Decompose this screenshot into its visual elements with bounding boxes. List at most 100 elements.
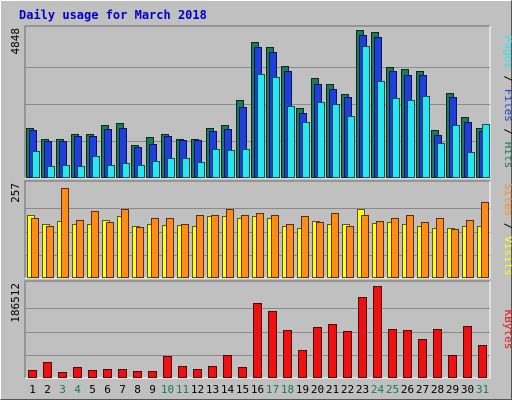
- x-tick-label-day-5: 5: [89, 383, 96, 396]
- bar-pages-day-18: [287, 106, 295, 178]
- bar-kbytes-day-22: [343, 331, 352, 378]
- bar-pages-day-5: [92, 156, 100, 178]
- x-tick-label-day-3: 3: [59, 383, 66, 396]
- bar-pages-day-29: [452, 125, 460, 178]
- bar-kbytes-day-25: [388, 329, 397, 378]
- bar-kbytes-day-6: [103, 369, 112, 378]
- x-tick-label-day-9: 9: [149, 383, 156, 396]
- x-tick-label-day-17: 17: [266, 383, 279, 396]
- bar-sites-day-9: [151, 218, 159, 278]
- bar-sites-day-1: [31, 218, 39, 278]
- x-tick-label-day-27: 27: [416, 383, 429, 396]
- y-max-label: 4848: [9, 28, 22, 55]
- bar-kbytes-day-13: [208, 366, 217, 378]
- x-tick-label-day-14: 14: [221, 383, 235, 396]
- bar-pages-day-25: [392, 98, 400, 178]
- bar-sites-day-14: [226, 209, 234, 278]
- x-tick-label-day-23: 23: [356, 383, 369, 396]
- x-tick-label-day-30: 30: [461, 383, 474, 396]
- bar-pages-day-11: [182, 158, 190, 178]
- x-tick-label-day-4: 4: [74, 383, 81, 396]
- bar-sites-day-19: [301, 216, 309, 278]
- bar-sites-day-23: [361, 215, 369, 278]
- x-tick-label-day-15: 15: [236, 383, 249, 396]
- bar-sites-day-15: [241, 215, 249, 278]
- bar-kbytes-day-28: [433, 329, 442, 378]
- x-tick-label-day-10: 10: [161, 383, 174, 396]
- x-tick-label-day-1: 1: [29, 383, 36, 396]
- x-tick-label-day-7: 7: [119, 383, 126, 396]
- bar-pages-day-1: [32, 151, 40, 178]
- bar-sites-day-29: [451, 229, 459, 278]
- bar-pages-day-2: [47, 166, 55, 178]
- bar-kbytes-day-1: [28, 370, 37, 378]
- legend-kbytes: KBytes: [502, 310, 512, 350]
- panel-border-top: [24, 280, 490, 378]
- bar-pages-day-13: [212, 149, 220, 178]
- bar-sites-day-27: [421, 222, 429, 278]
- legend-hits: Hits: [502, 142, 512, 169]
- x-tick-label-day-25: 25: [386, 383, 399, 396]
- bar-kbytes-day-16: [253, 303, 262, 378]
- y-max-label: 257: [9, 183, 22, 203]
- x-tick-label-day-31: 31: [476, 383, 489, 396]
- bar-sites-day-24: [376, 221, 384, 278]
- x-tick-label-day-22: 22: [341, 383, 354, 396]
- panel-hits-files-pages: 4848 Pages / Files / Hits: [9, 25, 512, 179]
- bar-sites-day-4: [76, 220, 84, 278]
- bar-pages-day-17: [272, 77, 280, 178]
- bar-kbytes-day-12: [193, 369, 202, 378]
- bar-pages-day-30: [467, 152, 475, 178]
- bar-sites-day-12: [196, 215, 204, 278]
- bar-pages-day-4: [77, 166, 85, 178]
- bar-kbytes-day-14: [223, 355, 232, 378]
- bar-kbytes-day-24: [373, 286, 382, 378]
- x-tick-label-day-12: 12: [191, 383, 204, 396]
- legend-separator: /: [502, 122, 512, 142]
- series-legend-label: Sites / Visits: [502, 183, 512, 276]
- bar-kbytes-day-5: [88, 370, 97, 378]
- bar-pages-day-12: [197, 162, 205, 178]
- bar-pages-day-6: [107, 165, 115, 178]
- bar-sites-day-8: [136, 227, 144, 278]
- x-tick-label-day-8: 8: [134, 383, 141, 396]
- bar-kbytes-day-21: [328, 324, 337, 378]
- x-tick-label-day-21: 21: [326, 383, 339, 396]
- bar-pages-day-24: [377, 81, 385, 178]
- bar-pages-day-27: [422, 96, 430, 178]
- x-tick-label-day-29: 29: [446, 383, 459, 396]
- chart-title: Daily usage for March 2018: [19, 8, 207, 22]
- bar-pages-day-31: [482, 124, 490, 178]
- bar-pages-day-10: [167, 158, 175, 178]
- x-tick-label-day-16: 16: [251, 383, 264, 396]
- panel-border-top: [24, 25, 490, 178]
- bar-sites-day-7: [121, 209, 129, 278]
- bar-sites-day-10: [166, 218, 174, 278]
- bar-sites-day-2: [46, 226, 54, 278]
- x-tick-label-day-13: 13: [206, 383, 219, 396]
- bar-kbytes-day-9: [148, 371, 157, 378]
- x-tick-label-day-28: 28: [431, 383, 444, 396]
- x-tick-label-day-24: 24: [371, 383, 385, 396]
- legend-files: Files: [502, 89, 512, 122]
- bar-sites-day-25: [391, 218, 399, 278]
- bar-kbytes-day-15: [238, 367, 247, 378]
- bar-pages-day-22: [347, 116, 355, 178]
- bar-kbytes-day-7: [118, 369, 127, 378]
- bar-kbytes-day-31: [478, 345, 487, 378]
- x-tick-label-day-18: 18: [281, 383, 294, 396]
- x-tick-label-day-26: 26: [401, 383, 414, 396]
- legend-separator: /: [502, 69, 512, 89]
- bar-kbytes-day-19: [298, 350, 307, 378]
- series-legend-label: Pages / Files / Hits: [502, 36, 512, 169]
- legend-visits: Visits: [502, 236, 512, 276]
- bar-pages-day-20: [317, 102, 325, 178]
- bar-kbytes-day-29: [448, 355, 457, 378]
- bar-kbytes-day-2: [43, 362, 52, 378]
- bar-sites-day-16: [256, 213, 264, 278]
- bar-pages-day-8: [137, 165, 145, 178]
- x-tick-label-day-6: 6: [104, 383, 111, 396]
- x-tick-label-day-19: 19: [296, 383, 309, 396]
- bar-kbytes-day-10: [163, 356, 172, 378]
